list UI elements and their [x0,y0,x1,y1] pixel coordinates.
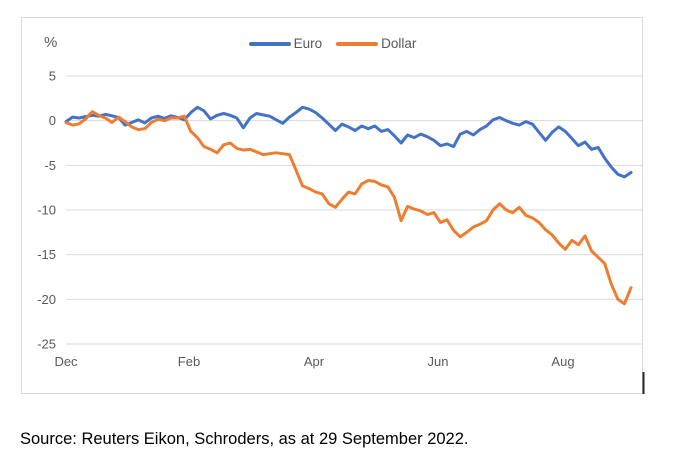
y-tick-label--15: -15 [37,247,56,262]
x-tick-label-jun: Jun [428,354,449,369]
x-tick-label-aug: Aug [551,354,574,369]
y-tick-label--10: -10 [37,203,56,218]
y-tick-label--5: -5 [44,158,56,173]
y-tick-label-0: 0 [49,113,56,128]
source-note: Source: Reuters Eikon, Schroders, as at … [20,429,469,448]
legend-item-dollar: Dollar [336,37,416,51]
x-tick-label-apr: Apr [304,354,325,369]
y-tick-label-5: 5 [49,69,56,84]
series-line-dollar [64,110,633,306]
x-tick-label-feb: Feb [178,354,200,369]
x-tick-label-dec: Dec [54,354,78,369]
dollar-line-swatch [336,42,379,46]
legend-label-euro: Euro [293,36,323,52]
legend-label-dollar: Dollar [381,36,417,52]
series-line-euro [64,105,633,179]
euro-line-swatch [248,42,291,46]
y-axis-unit-label: % [44,34,58,51]
y-tick-label--20: -20 [37,292,56,307]
legend-item-euro: Euro [248,36,323,52]
y-tick-label--25: -25 [37,337,56,352]
chart-legend: Euro Dollar [21,36,644,52]
